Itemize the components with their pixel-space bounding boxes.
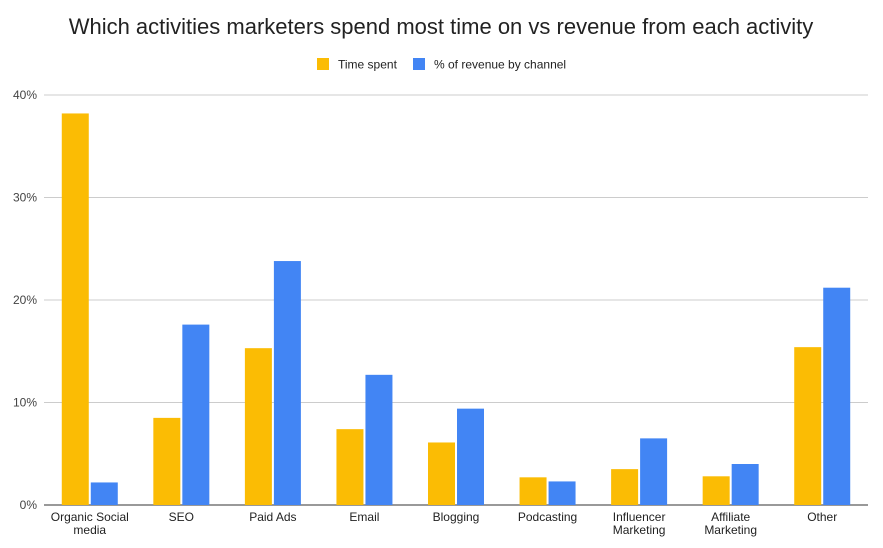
x-category-label: Blogging — [433, 510, 480, 524]
legend-swatch-1 — [317, 58, 329, 70]
y-tick-label: 30% — [13, 191, 37, 205]
bar-revenue-2 — [182, 324, 210, 505]
bar-revenue-8 — [731, 464, 759, 505]
bar-time-spent-1 — [61, 113, 89, 505]
bar-revenue-5 — [457, 408, 484, 505]
legend-label-1: Time spent — [338, 58, 398, 72]
legend-label-2: % of revenue by channel — [434, 58, 566, 72]
y-tick-label: 40% — [13, 88, 37, 102]
x-category-label: Other — [807, 510, 837, 524]
x-category-label: Podcasting — [518, 510, 577, 524]
x-category-label: Affiliate Marketing — [704, 510, 757, 537]
y-tick-label: 0% — [20, 498, 38, 512]
x-category-label: Email — [349, 510, 379, 524]
bar-time-spent-3 — [244, 348, 272, 505]
x-category-label: Paid Ads — [249, 510, 296, 524]
chart-title: Which activities marketers spend most ti… — [69, 14, 814, 39]
bar-revenue-3 — [273, 261, 301, 505]
x-category-label: Influencer Marketing — [613, 510, 666, 537]
bar-time-spent-6 — [519, 477, 547, 505]
x-axis-labels: Organic Social media SEO Paid Ads Email Blogg… — [51, 510, 837, 537]
gridlines: 0% 10% 20% 30% 40% — [13, 88, 868, 512]
legend: Time spent % of revenue by channel — [317, 58, 566, 72]
legend-swatch-2 — [413, 58, 425, 70]
bar-revenue-9 — [823, 287, 851, 505]
bar-revenue-6 — [548, 481, 576, 505]
x-category-label: SEO — [169, 510, 194, 524]
bar-time-spent-2 — [153, 417, 181, 505]
bar-time-spent-9 — [794, 347, 822, 505]
y-tick-label: 20% — [13, 293, 37, 307]
y-tick-label: 10% — [13, 396, 37, 410]
bar-revenue-1 — [90, 482, 118, 505]
bar-time-spent-4 — [336, 429, 364, 505]
bar-time-spent-7 — [611, 469, 639, 505]
bars — [61, 113, 851, 505]
x-category-label: Organic Social media — [51, 510, 129, 537]
bar-time-spent-8 — [702, 476, 730, 505]
bar-time-spent-5 — [428, 442, 455, 505]
bar-revenue-7 — [640, 438, 668, 505]
bar-revenue-4 — [365, 374, 393, 505]
